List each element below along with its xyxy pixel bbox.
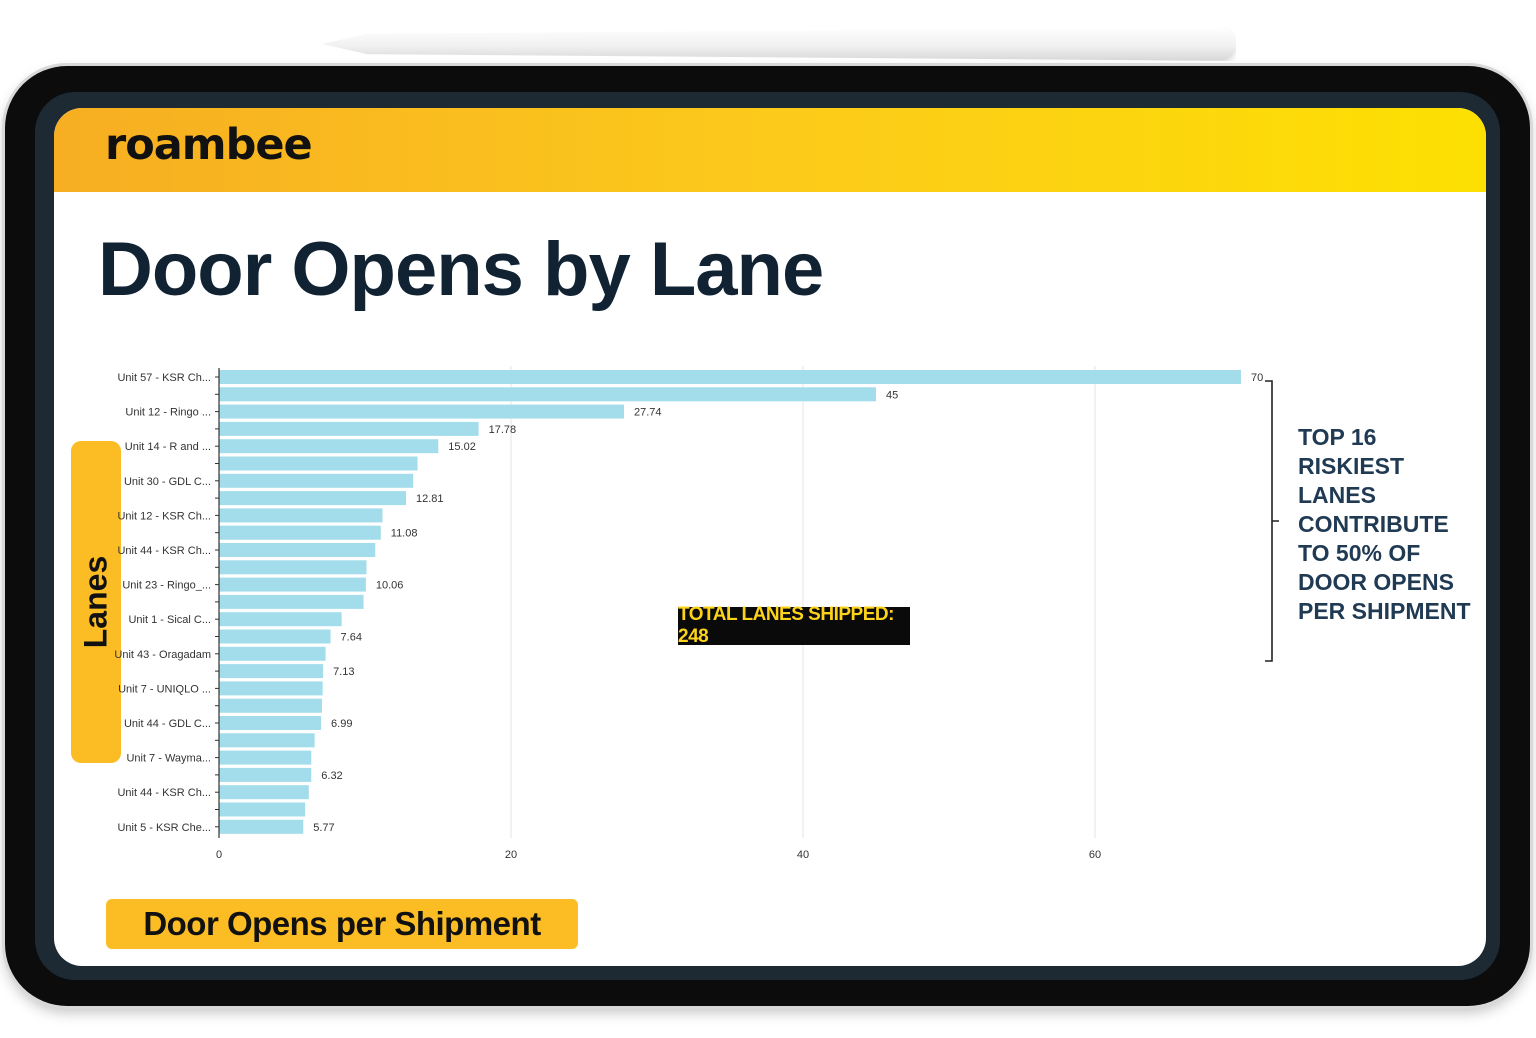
bar [219, 750, 312, 765]
bar [219, 802, 306, 817]
category-label: Unit 14 - R and ... [125, 441, 211, 453]
bar [219, 491, 407, 506]
brand-header: roambee [54, 108, 1486, 192]
callout-line: TO 50% OF [1298, 540, 1421, 566]
data-label: 5.77 [313, 822, 334, 834]
x-tick-label: 40 [797, 849, 809, 861]
roambee-logo: roambee [105, 120, 313, 170]
data-label: 70 [1251, 372, 1263, 384]
category-label: Unit 44 - KSR Ch... [117, 545, 211, 557]
callout-line: DOOR OPENS [1298, 569, 1454, 595]
bar [219, 421, 479, 436]
data-label: 15.02 [448, 441, 476, 453]
bar [219, 560, 367, 575]
y-axis-badge: Lanes [71, 441, 121, 763]
page-title: Door Opens by Lane [98, 227, 824, 312]
bar [219, 508, 383, 523]
bar [219, 577, 366, 592]
bar [219, 664, 324, 679]
bar [219, 629, 331, 644]
callout-bracket [1265, 380, 1279, 662]
bar [219, 594, 364, 609]
data-label: 17.78 [489, 424, 517, 436]
data-label: 7.64 [341, 632, 362, 644]
category-label: Unit 43 - Oragadam [114, 649, 211, 661]
bar [219, 646, 326, 661]
callout-line: TOP 16 [1298, 424, 1377, 450]
bar [219, 387, 876, 402]
bar [219, 716, 322, 730]
bar-chart: Unit 57 - KSR Ch... 70 45 Unit 12 - Ringo .… [114, 366, 1279, 861]
callout-line: CONTRIBUTE [1298, 511, 1449, 537]
data-label: 6.99 [331, 718, 352, 730]
bar [219, 681, 323, 696]
bar [219, 370, 1241, 384]
data-label: 7.13 [333, 666, 354, 678]
bar [219, 733, 315, 748]
category-label: Unit 44 - KSR Ch... [117, 787, 211, 799]
category-label: Unit 30 - GDL C... [124, 476, 211, 488]
data-label: 11.08 [391, 528, 418, 540]
data-label: 45 [886, 389, 898, 401]
bar [219, 785, 309, 800]
bar [219, 404, 625, 419]
data-label: 27.74 [634, 407, 662, 419]
category-label: Unit 5 - KSR Che... [117, 822, 211, 834]
callout-text: TOP 16 RISKIEST LANES CONTRIBUTE TO 50% … [1298, 423, 1483, 626]
category-label: Unit 7 - Wayma... [126, 753, 211, 765]
bar [219, 543, 376, 557]
x-tick-label: 20 [505, 849, 517, 861]
bar [219, 819, 304, 834]
x-axis-badge: Door Opens per Shipment [106, 899, 578, 949]
category-label: Unit 1 - Sical C... [128, 614, 211, 626]
bar [219, 439, 439, 454]
bar [219, 698, 322, 713]
x-tick-label: 0 [216, 849, 222, 861]
category-label: Unit 12 - Ringo ... [125, 407, 211, 419]
x-tick-label: 60 [1089, 849, 1101, 861]
callout-line: PER SHIPMENT [1298, 598, 1471, 624]
callout-line: RISKIEST [1298, 453, 1405, 479]
category-label: Unit 23 - Ringo_... [122, 580, 211, 592]
stylus-pencil [322, 27, 1236, 61]
category-label: Unit 44 - GDL C... [124, 718, 211, 730]
data-label: 6.32 [321, 770, 342, 782]
bar [219, 525, 381, 540]
category-label: Unit 7 - UNIQLO ... [118, 683, 211, 695]
callout-line: LANES [1298, 482, 1376, 508]
data-label: 12.81 [416, 493, 444, 505]
total-lanes-box: TOTAL LANES SHIPPED: 248 [678, 604, 910, 647]
bar [219, 473, 414, 488]
category-label: Unit 12 - KSR Ch... [117, 510, 211, 522]
data-label: 10.06 [376, 580, 404, 592]
bar [219, 612, 342, 627]
bar [219, 456, 418, 471]
bar [219, 767, 312, 782]
slide-screen: roambee Door Opens by Lane Lanes Unit 57… [54, 108, 1486, 966]
category-label: Unit 57 - KSR Ch... [117, 372, 211, 384]
